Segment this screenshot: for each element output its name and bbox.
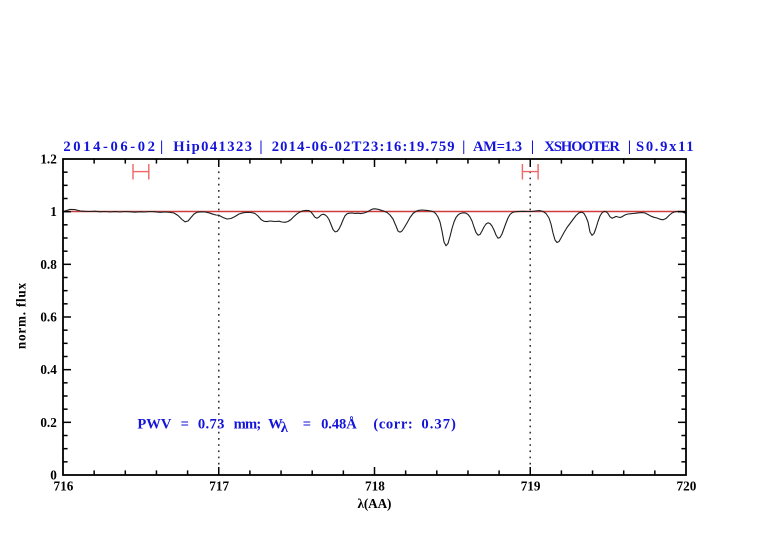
svg-text:λ(AA): λ(AA) [358,496,392,511]
svg-text:S0.9x11: S0.9x11 [636,139,694,155]
svg-text:|: | [531,139,534,155]
svg-text:|: | [462,139,465,155]
svg-text:W: W [268,417,283,433]
svg-text:0.37): 0.37) [421,417,456,433]
svg-text:mm;: mm; [234,417,262,433]
svg-text:|: | [160,139,163,155]
svg-text:norm. flux: norm. flux [13,282,28,349]
svg-text:717: 717 [209,478,229,493]
svg-text:0.6: 0.6 [40,310,57,325]
svg-text:λ: λ [281,420,289,436]
svg-text:719: 719 [521,478,541,493]
svg-text:716: 716 [54,478,74,493]
svg-text:|: | [259,139,262,155]
svg-text:XSHOOTER: XSHOOTER [544,139,620,155]
svg-text:(corr:: (corr: [373,417,412,433]
svg-text:=: = [181,417,189,433]
svg-text:0.73: 0.73 [198,417,225,433]
svg-text:PWV: PWV [137,417,171,433]
svg-text:0.48Å: 0.48Å [321,417,357,433]
svg-text:0.4: 0.4 [40,362,57,377]
svg-text:720: 720 [677,478,697,493]
svg-text:AM=1.3: AM=1.3 [473,139,522,155]
svg-text:0.8: 0.8 [40,257,57,272]
svg-text:0.2: 0.2 [40,415,57,430]
svg-text:Hip041323: Hip041323 [173,139,252,155]
svg-text:|: | [628,139,631,155]
svg-text:0: 0 [50,468,57,483]
svg-text:1.2: 1.2 [40,152,57,167]
svg-text:2014-06-02T23:16:19.759: 2014-06-02T23:16:19.759 [272,139,455,155]
svg-text:=: = [303,417,311,433]
svg-text:718: 718 [365,478,385,493]
svg-text:1: 1 [50,204,57,219]
